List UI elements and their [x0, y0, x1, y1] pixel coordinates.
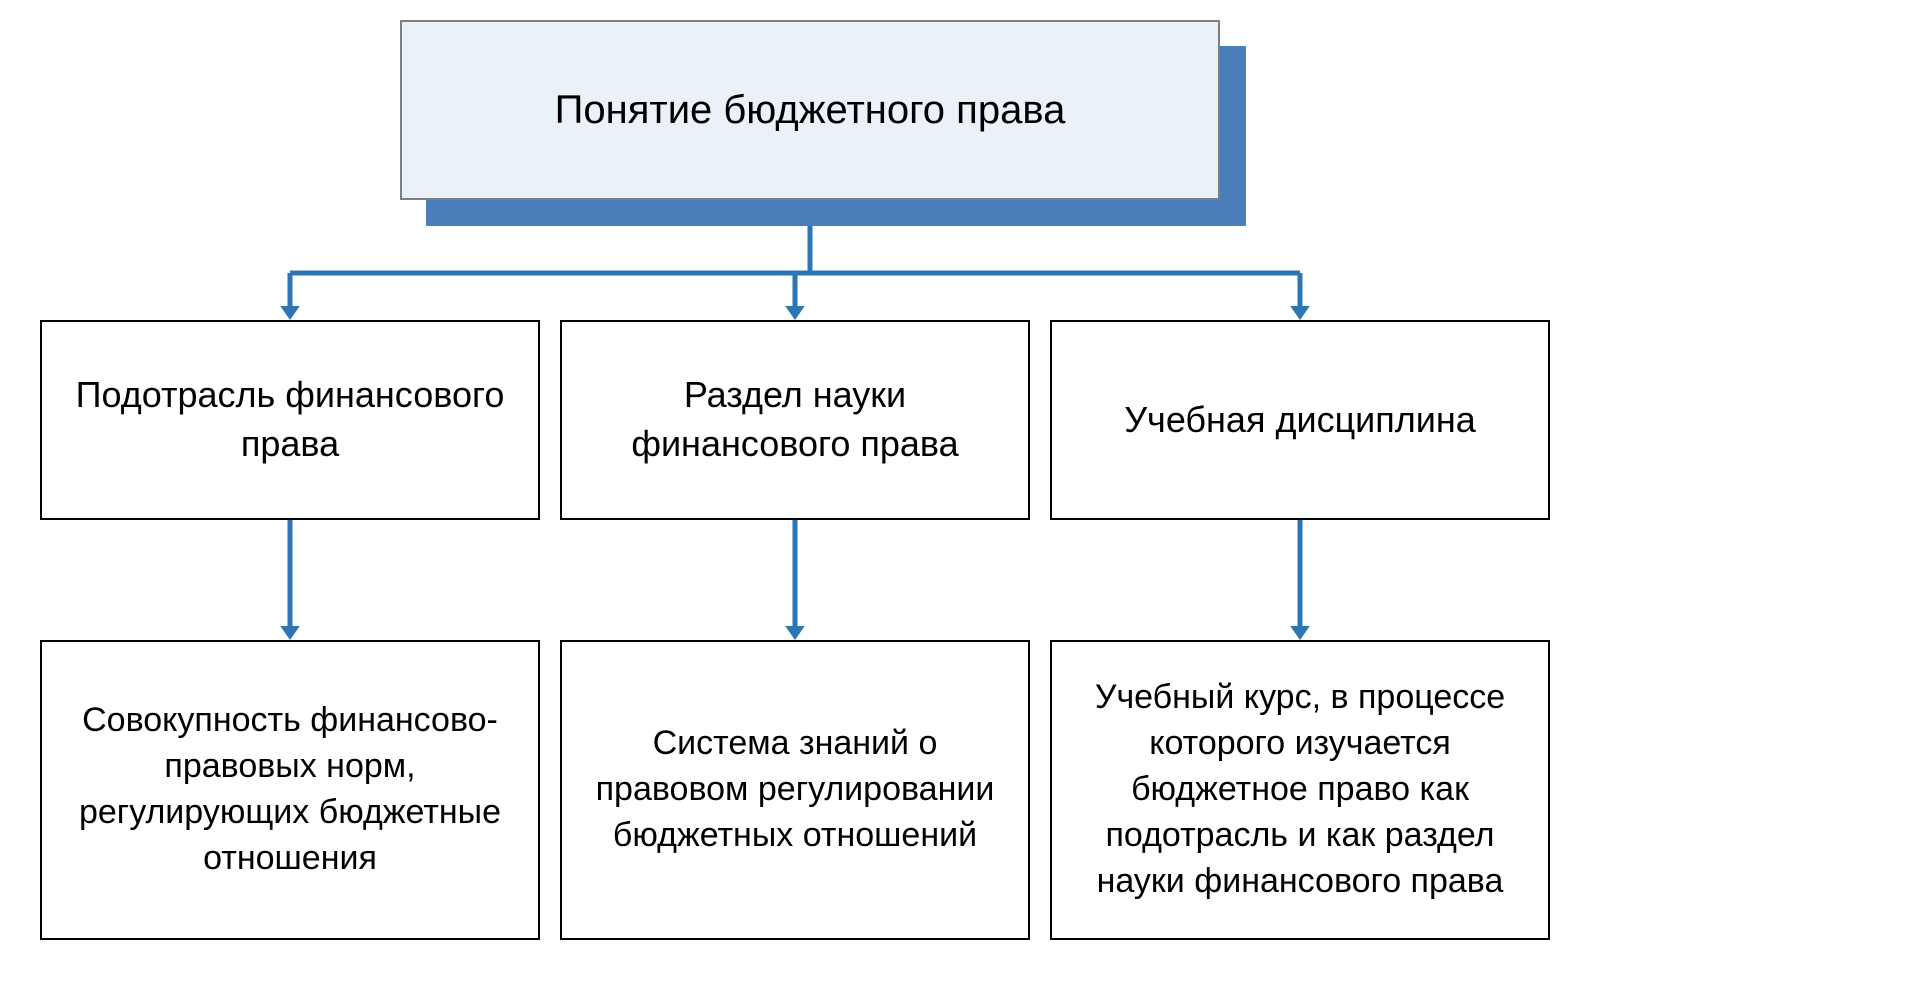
diagram-canvas: Понятие бюджетного права Подотрасль фина… [0, 0, 1924, 996]
node-d2: Система знаний о правовом регулировании … [560, 640, 1030, 940]
node-d2-label: Система знаний о правовом регулировании … [592, 721, 998, 859]
node-d3-label: Учебный курс, в процессе которого изучае… [1082, 675, 1518, 904]
node-d1-label: Совокупность финансово-правовых норм, ре… [72, 698, 508, 882]
node-c3: Учебная дисциплина [1050, 320, 1550, 520]
node-c3-label: Учебная дисциплина [1124, 396, 1476, 445]
node-c1-label: Подотрасль финансового права [72, 371, 508, 468]
node-c1: Подотрасль финансового права [40, 320, 540, 520]
root-label: Понятие бюджетного права [555, 83, 1066, 137]
root-node: Понятие бюджетного права [400, 20, 1220, 200]
node-c2: Раздел науки финансового права [560, 320, 1030, 520]
node-c2-label: Раздел науки финансового права [592, 371, 998, 468]
node-d3: Учебный курс, в процессе которого изучае… [1050, 640, 1550, 940]
node-d1: Совокупность финансово-правовых норм, ре… [40, 640, 540, 940]
